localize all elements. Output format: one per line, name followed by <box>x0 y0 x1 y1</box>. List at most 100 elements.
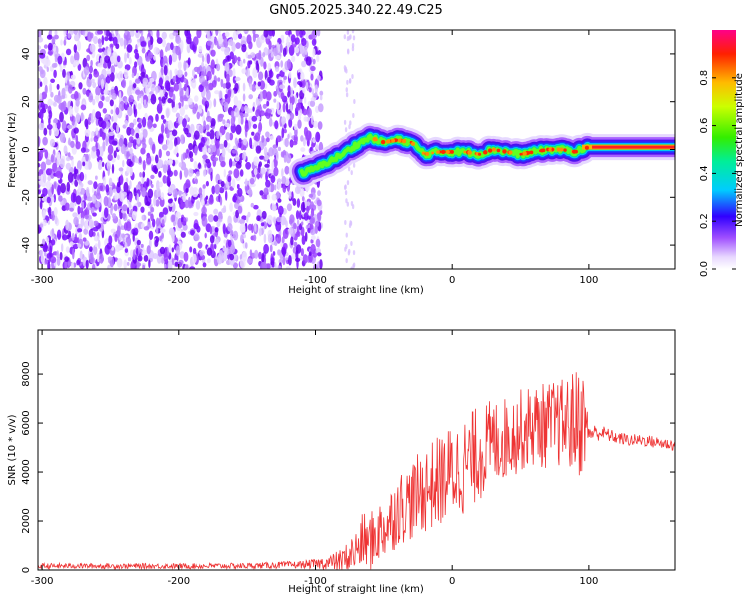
spectrogram-noise-speck <box>312 58 316 65</box>
spectrogram-noise-speck <box>86 196 93 202</box>
spectrogram-noise-speck <box>127 106 133 117</box>
spectrogram-noise-speck <box>168 244 172 253</box>
spectrogram-noise-speck <box>155 154 159 164</box>
spectrogram-noise-speck <box>160 123 165 134</box>
spectrogram-noise-speck <box>350 266 353 269</box>
spectrogram-noise-speck <box>317 30 321 37</box>
spectrogram-noise-speck <box>344 190 348 196</box>
spectrogram-noise-speck <box>104 82 109 92</box>
spectrogram-noise-speck <box>163 65 168 76</box>
spectrogram-noise-speck <box>155 217 160 227</box>
spectrogram-noise-speck <box>53 62 58 68</box>
spectrogram-noise-speck <box>281 176 287 185</box>
spectrogram-noise-speck <box>172 93 176 102</box>
spectrogram-noise-speck <box>137 103 142 110</box>
spectrogram-noise-speck <box>49 253 54 258</box>
spectrogram-noise-speck <box>174 261 179 267</box>
spectrogram-noise-speck <box>115 72 118 79</box>
spectrogram-noise-speck <box>251 142 255 150</box>
spectrogram-ridge-hotspot <box>375 138 378 142</box>
spectrogram-noise-speck <box>47 42 53 51</box>
spectrogram-noise-speck <box>317 261 320 269</box>
spectrogram-noise-speck <box>50 256 57 264</box>
spectrogram-noise-speck <box>159 89 164 98</box>
spectrogram-noise-speck <box>266 137 270 143</box>
spectrogram-noise-speck <box>346 201 350 207</box>
spectrogram-noise-speck <box>229 253 235 261</box>
spectrogram-noise-speck <box>210 118 216 127</box>
spectrogram-noise-speck <box>110 65 116 75</box>
spectrogram-noise-speck <box>85 122 89 131</box>
spectrogram-noise-speck <box>238 141 242 149</box>
spectrogram-noise-speck <box>281 236 285 244</box>
spectrogram-noise-speck <box>119 37 124 47</box>
spectrogram-noise-speck <box>307 107 312 118</box>
spectrogram-noise-speck <box>345 68 348 74</box>
spectrogram-noise-speck <box>211 66 215 75</box>
spectrogram-noise-speck <box>216 253 223 265</box>
spectrogram-noise-speck <box>266 194 271 200</box>
spectrogram-noise-speck <box>93 220 99 226</box>
spectrogram-ridge-hotspot <box>397 138 402 143</box>
spectrogram-noise-speck <box>166 108 170 119</box>
spectrogram-noise-speck <box>40 161 47 171</box>
spectrogram-noise-speck <box>86 78 92 88</box>
spectrogram-noise-speck <box>88 92 94 103</box>
spectrogram-noise-speck <box>187 168 194 177</box>
spectrogram-noise-speck <box>259 190 264 196</box>
spectrogram-noise-speck <box>147 119 153 130</box>
spectrogram-noise-speck <box>264 155 270 161</box>
spectrogram-noise-speck <box>285 266 291 269</box>
spectrogram-noise-speck <box>210 243 214 249</box>
spectrogram-noise-speck <box>58 195 63 202</box>
spectrogram-noise-speck <box>140 147 146 155</box>
spectrogram-noise-speck <box>243 30 248 33</box>
spectrogram-noise-speck <box>116 181 121 188</box>
spectrogram-noise-speck <box>177 61 182 70</box>
spectrogram-ridge-hotspot <box>496 148 501 153</box>
spectrogram-noise-speck <box>258 251 262 260</box>
spectrogram-noise-speck <box>65 162 72 170</box>
spectrogram-noise-speck <box>252 106 255 112</box>
spectrogram-noise-speck <box>239 169 244 177</box>
spectrogram-noise-speck <box>242 82 246 92</box>
spectrogram-noise-speck <box>287 85 291 94</box>
spectrogram-noise-speck <box>206 140 210 146</box>
spectrogram-noise-speck <box>267 233 273 244</box>
spectrogram-noise-speck <box>252 67 258 79</box>
spectrogram-noise-speck <box>175 103 179 110</box>
spectrogram-noise-speck <box>198 45 203 53</box>
spectrogram-noise-speck <box>167 198 173 204</box>
spectrogram-noise-speck <box>291 253 297 260</box>
spectrogram-noise-speck <box>248 187 252 198</box>
spectrogram-noise-speck <box>166 138 170 146</box>
spectrogram-noise-speck <box>265 179 271 188</box>
spectrogram-y-ticks: -40 -20 0 20 40 <box>21 48 675 253</box>
spectrogram-noise-speck <box>245 214 249 223</box>
spectrogram-noise-speck <box>269 135 274 140</box>
spectrogram-noise-speck <box>247 60 251 69</box>
spectrogram-noise-speck <box>141 249 148 256</box>
spectrogram-noise-speck <box>302 201 305 212</box>
spectrogram-noise-speck <box>184 83 187 92</box>
spectrogram-noise-speck <box>222 223 226 235</box>
spectrogram-noise-speck <box>54 34 59 40</box>
spectrogram-noise-speck <box>220 160 226 168</box>
spectrogram-noise-speck <box>84 173 87 180</box>
spectrogram-noise-speck <box>269 244 273 253</box>
spectrogram-noise-speck <box>170 42 174 51</box>
spectrogram-noise-speck <box>188 143 194 151</box>
spectrogram-noise-speck <box>279 84 286 90</box>
spectrogram-noise-speck <box>128 192 133 203</box>
spectrogram-noise-speck <box>281 168 284 178</box>
spectrogram-noise-speck <box>134 157 139 164</box>
spectrogram-noise-speck <box>43 76 48 86</box>
spectrogram-noise-speck <box>142 77 149 85</box>
spectrogram-noise-speck <box>248 94 253 100</box>
spectrogram-noise-speck <box>126 151 129 161</box>
spectrogram-noise-speck <box>242 151 247 161</box>
spectrogram-noise-speck <box>294 94 297 105</box>
spectrogram-noise-speck <box>107 144 114 155</box>
spectrogram-noise-speck <box>123 181 129 193</box>
spectrogram-noise-speck <box>267 30 274 37</box>
